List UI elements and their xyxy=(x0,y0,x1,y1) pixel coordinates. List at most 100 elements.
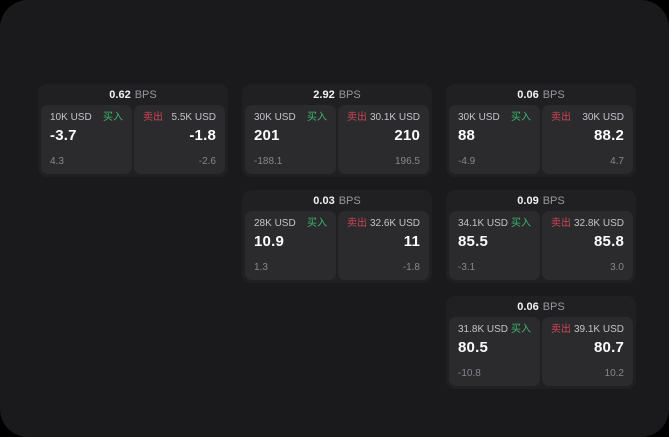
sell-price: 210 xyxy=(394,127,420,144)
quote-card-5: 0.09 BPS 34.1K USD 买入 85.5 -3.1 卖出 32.8K… xyxy=(446,190,636,283)
sell-price: 11 xyxy=(403,233,420,250)
buy-panel-top: 10K USD 买入 xyxy=(50,112,123,124)
quote-card-3: 0.06 BPS 30K USD 买入 88 -4.9 卖出 30K USD xyxy=(446,84,636,177)
sell-panel[interactable]: 卖出 5.5K USD -1.8 -2.6 xyxy=(134,105,225,174)
bps-value: 2.92 xyxy=(313,88,335,101)
buy-amount: 34.1K USD xyxy=(458,218,509,229)
sell-label: 卖出 xyxy=(551,112,571,123)
buy-price: -3.7 xyxy=(50,127,77,144)
sell-label: 卖出 xyxy=(551,218,571,229)
sell-amount: 32.8K USD xyxy=(573,218,624,229)
bps-unit: BPS xyxy=(542,300,565,313)
buy-panel-top: 31.8K USD 买入 xyxy=(458,324,531,336)
price-panels: 34.1K USD 买入 85.5 -3.1 卖出 32.8K USD 85.8… xyxy=(449,211,633,280)
quote-card-6: 0.06 BPS 31.8K USD 买入 80.5 -10.8 卖出 39.1… xyxy=(446,296,636,389)
buy-label: 买入 xyxy=(511,324,531,335)
quote-card-4: 0.03 BPS 28K USD 买入 10.9 1.3 卖出 32.6K US… xyxy=(242,190,432,283)
sell-panel-top: 卖出 5.5K USD xyxy=(143,112,216,124)
sell-panel-top: 卖出 32.6K USD xyxy=(347,218,420,230)
quote-board: 0.62 BPS 10K USD 买入 -3.7 4.3 卖出 5.5K USD xyxy=(38,84,636,389)
buy-amount: 10K USD xyxy=(50,112,92,123)
buy-label: 买入 xyxy=(103,112,123,123)
buy-panel-top: 30K USD 买入 xyxy=(254,112,327,124)
sell-label: 卖出 xyxy=(551,324,571,335)
sell-amount: 39.1K USD xyxy=(573,324,624,335)
sell-label: 卖出 xyxy=(143,112,163,123)
bps-value: 0.09 xyxy=(517,194,539,207)
sell-panel[interactable]: 卖出 32.8K USD 85.8 3.0 xyxy=(542,211,633,280)
buy-price: 10.9 xyxy=(254,233,284,250)
buy-label: 买入 xyxy=(511,218,531,229)
buy-label: 买入 xyxy=(307,218,327,229)
bps-value: 0.62 xyxy=(109,88,131,101)
sell-panel[interactable]: 卖出 30K USD 88.2 4.7 xyxy=(542,105,633,174)
bps-value: 0.06 xyxy=(517,88,539,101)
bps-value: 0.06 xyxy=(517,300,539,313)
card-header: 2.92 BPS xyxy=(245,84,429,105)
sell-price: -1.8 xyxy=(189,127,216,144)
buy-panel[interactable]: 31.8K USD 买入 80.5 -10.8 xyxy=(449,317,540,386)
price-panels: 30K USD 买入 201 -188.1 卖出 30.1K USD 210 1… xyxy=(245,105,429,174)
buy-panel-top: 30K USD 买入 xyxy=(458,112,531,124)
bps-unit: BPS xyxy=(542,88,565,101)
price-panels: 31.8K USD 买入 80.5 -10.8 卖出 39.1K USD 80.… xyxy=(449,317,633,386)
buy-delta: 4.3 xyxy=(50,156,64,167)
buy-panel[interactable]: 10K USD 买入 -3.7 4.3 xyxy=(41,105,132,174)
sell-amount: 30.1K USD xyxy=(369,112,420,123)
buy-delta: 1.3 xyxy=(254,262,268,273)
buy-price: 85.5 xyxy=(458,233,488,250)
buy-amount: 30K USD xyxy=(254,112,296,123)
card-header: 0.09 BPS xyxy=(449,190,633,211)
sell-panel-top: 卖出 32.8K USD xyxy=(551,218,624,230)
sell-panel-top: 卖出 30.1K USD xyxy=(347,112,420,124)
bps-value: 0.03 xyxy=(313,194,335,207)
buy-delta: -4.9 xyxy=(458,156,476,167)
buy-panel[interactable]: 28K USD 买入 10.9 1.3 xyxy=(245,211,336,280)
quote-card-2: 2.92 BPS 30K USD 买入 201 -188.1 卖出 30.1K … xyxy=(242,84,432,177)
buy-delta: -10.8 xyxy=(458,368,481,379)
sell-delta: 4.7 xyxy=(610,156,624,167)
sell-amount: 5.5K USD xyxy=(171,112,216,123)
bps-unit: BPS xyxy=(134,88,157,101)
buy-delta: -188.1 xyxy=(254,156,283,167)
quote-card-1: 0.62 BPS 10K USD 买入 -3.7 4.3 卖出 5.5K USD xyxy=(38,84,228,177)
sell-panel[interactable]: 卖出 32.6K USD 11 -1.8 xyxy=(338,211,429,280)
buy-panel-top: 34.1K USD 买入 xyxy=(458,218,531,230)
sell-delta: 10.2 xyxy=(604,368,624,379)
buy-amount: 28K USD xyxy=(254,218,296,229)
card-header: 0.06 BPS xyxy=(449,296,633,317)
buy-price: 201 xyxy=(254,127,280,144)
buy-label: 买入 xyxy=(511,112,531,123)
buy-panel[interactable]: 34.1K USD 买入 85.5 -3.1 xyxy=(449,211,540,280)
sell-delta: -1.8 xyxy=(402,262,420,273)
sell-delta: 3.0 xyxy=(610,262,624,273)
buy-panel[interactable]: 30K USD 买入 201 -188.1 xyxy=(245,105,336,174)
buy-delta: -3.1 xyxy=(458,262,476,273)
sell-label: 卖出 xyxy=(347,112,367,123)
price-panels: 10K USD 买入 -3.7 4.3 卖出 5.5K USD -1.8 -2.… xyxy=(41,105,225,174)
bps-unit: BPS xyxy=(338,194,361,207)
buy-label: 买入 xyxy=(307,112,327,123)
sell-price: 85.8 xyxy=(594,233,624,250)
card-header: 0.62 BPS xyxy=(41,84,225,105)
sell-delta: -2.6 xyxy=(198,156,216,167)
buy-panel[interactable]: 30K USD 买入 88 -4.9 xyxy=(449,105,540,174)
price-panels: 30K USD 买入 88 -4.9 卖出 30K USD 88.2 4.7 xyxy=(449,105,633,174)
bps-unit: BPS xyxy=(338,88,361,101)
sell-amount: 30K USD xyxy=(582,112,624,123)
card-header: 0.03 BPS xyxy=(245,190,429,211)
bps-unit: BPS xyxy=(542,194,565,207)
sell-panel-top: 卖出 39.1K USD xyxy=(551,324,624,336)
card-header: 0.06 BPS xyxy=(449,84,633,105)
sell-delta: 196.5 xyxy=(394,156,420,167)
buy-price: 80.5 xyxy=(458,339,488,356)
sell-label: 卖出 xyxy=(347,218,367,229)
sell-price: 88.2 xyxy=(594,127,624,144)
buy-price: 88 xyxy=(458,127,476,144)
sell-panel[interactable]: 卖出 30.1K USD 210 196.5 xyxy=(338,105,429,174)
sell-panel[interactable]: 卖出 39.1K USD 80.7 10.2 xyxy=(542,317,633,386)
sell-panel-top: 卖出 30K USD xyxy=(551,112,624,124)
buy-amount: 31.8K USD xyxy=(458,324,509,335)
sell-price: 80.7 xyxy=(594,339,624,356)
